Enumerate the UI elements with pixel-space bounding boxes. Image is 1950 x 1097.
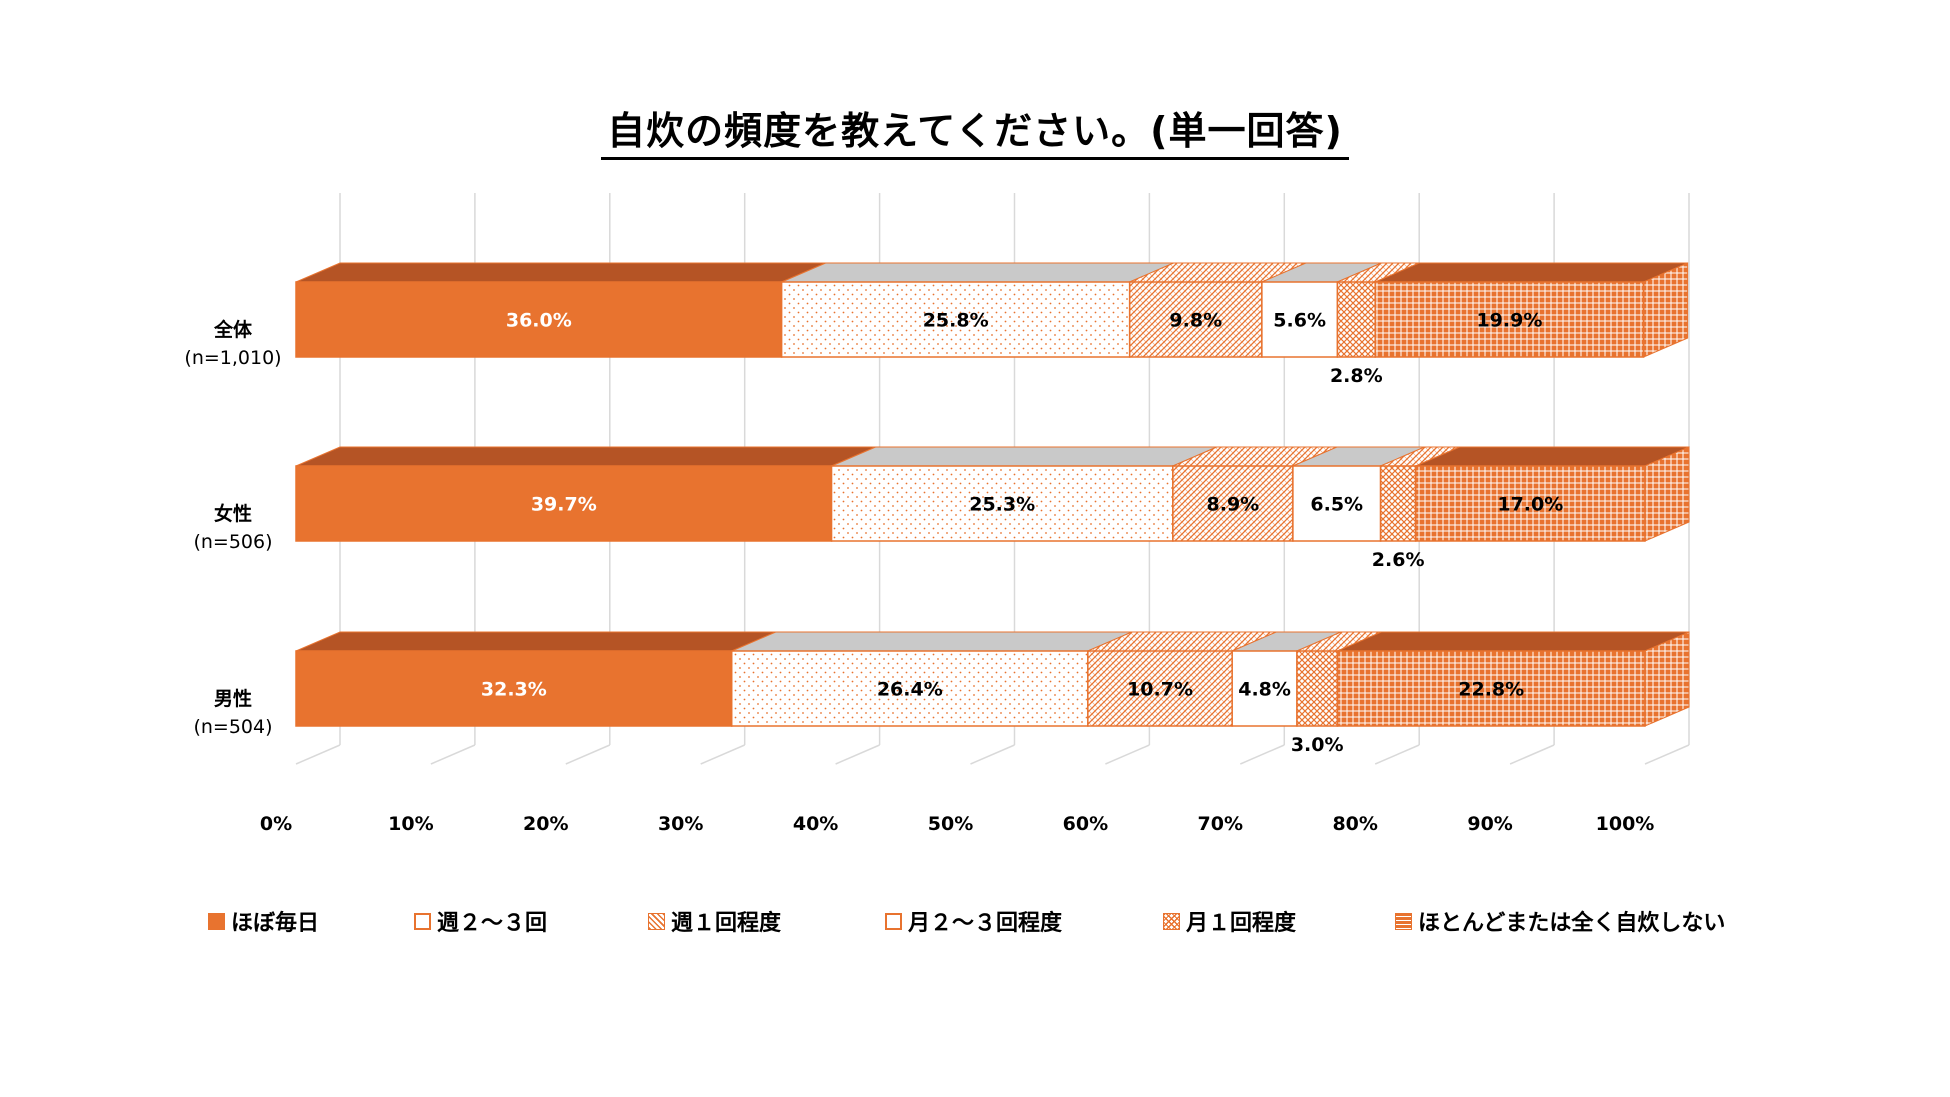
x-tick-label: 40% (793, 813, 838, 835)
bar-top-face (731, 631, 1133, 652)
x-tick-label: 80% (1332, 813, 1377, 835)
data-label: 25.3% (969, 494, 1035, 516)
bar-top-face (1375, 262, 1688, 283)
bar-segment (1379, 465, 1417, 542)
bar-segment (1374, 281, 1645, 358)
chart-title: 自炊の頻度を教えてください。(単一回答) (0, 100, 1950, 160)
x-tick-label: 30% (658, 813, 703, 835)
x-tick-label: 60% (1063, 813, 1108, 835)
data-label: 10.7% (1127, 679, 1193, 701)
bar-segment (1172, 465, 1294, 542)
bar-segment (1231, 650, 1298, 727)
bar-segment (295, 465, 833, 542)
data-label: 17.0% (1497, 494, 1563, 516)
category-label: 男性 (214, 687, 252, 710)
gridline-floor (700, 744, 745, 765)
bar-top-face (831, 446, 1218, 467)
gridline-floor (1644, 744, 1690, 765)
x-tick-label: 10% (388, 813, 433, 835)
legend-swatch (208, 912, 225, 930)
data-label: 5.6% (1273, 310, 1326, 332)
data-label: 25.8% (923, 310, 989, 332)
legend-label: 週１回程度 (671, 911, 782, 936)
bar-segment (730, 650, 1089, 727)
x-tick-label: 20% (523, 813, 568, 835)
data-label: 8.9% (1207, 494, 1260, 516)
gridline-floor (1374, 744, 1420, 765)
data-label: 2.8% (1330, 365, 1383, 387)
gridline-floor (430, 744, 476, 765)
legend-item: ほぼ毎日 (208, 905, 319, 937)
legend-swatch (1395, 912, 1412, 930)
legend-item: ほとんどまたは全く自炊しない (1395, 905, 1725, 937)
category-label: 女性 (214, 502, 252, 525)
chart-title-text: 自炊の頻度を教えてください。(単一回答) (601, 100, 1349, 160)
legend-swatch (1163, 912, 1180, 930)
gridline-floor (970, 744, 1015, 765)
bar-segment (1292, 465, 1382, 542)
bar-segment (295, 650, 733, 727)
gridline-floor (1105, 744, 1150, 765)
legend-item: 月１回程度 (1163, 905, 1296, 937)
data-label: 26.4% (877, 679, 943, 701)
bar-top-face (295, 262, 826, 283)
data-label: 39.7% (531, 494, 597, 516)
bar-group: 32.3% 26.4% 10.7% 4.8% 3.0% 22.8% (295, 631, 1690, 756)
category-sample-size: (n=504) (193, 716, 272, 738)
legend-item: 月２～３回程度 (885, 905, 1062, 937)
data-label: 19.9% (1476, 310, 1542, 332)
data-label: 3.0% (1291, 734, 1344, 756)
legend-label: 週２～３回 (437, 911, 548, 936)
legend-item: 週１回程度 (648, 905, 781, 937)
bar-top-face (781, 262, 1174, 283)
data-label: 22.8% (1458, 679, 1524, 701)
bar-segment (1336, 281, 1376, 358)
x-tick-label: 50% (928, 813, 973, 835)
legend-item: 週２～３回 (414, 905, 547, 937)
data-label: 2.6% (1372, 549, 1425, 571)
gridline-floor (835, 744, 880, 765)
data-label: 36.0% (506, 310, 572, 332)
legend-label: ほとんどまたは全く自炊しない (1418, 911, 1726, 936)
data-label: 6.5% (1310, 494, 1363, 516)
bar-segment (1261, 281, 1339, 358)
bar-top-face (1415, 446, 1690, 467)
gridline-floor (1509, 744, 1555, 765)
bar-segment (1128, 281, 1263, 358)
x-tick-label: 0% (260, 813, 292, 835)
category-sample-size: (n=1,010) (184, 347, 281, 369)
bar-segment (295, 281, 783, 358)
gridline-floor (565, 744, 611, 765)
data-label: 4.8% (1238, 679, 1291, 701)
category-sample-size: (n=506) (193, 531, 272, 553)
bar-segment (1087, 650, 1233, 727)
data-label: 9.8% (1169, 310, 1222, 332)
bar-segment (1336, 650, 1646, 727)
legend-label: ほぼ毎日 (231, 911, 320, 936)
data-label: 32.3% (481, 679, 547, 701)
x-tick-label: 90% (1467, 813, 1512, 835)
bar-group: 36.0% 25.8% 9.8% 5.6% 2.8% 19.9% (295, 262, 1689, 387)
category-label: 全体 (213, 318, 253, 341)
gridline-floor (295, 744, 341, 765)
legend-label: 月２～３回程度 (908, 911, 1063, 936)
bar-top-face (295, 631, 776, 652)
chart-legend: ほぼ毎日 週２～３回 週１回程度 月２～３回程度 月１回程度 ほとんどまたは全く自炊しない (0, 905, 1950, 945)
bar-segment (1414, 465, 1646, 542)
x-tick-label: 100% (1596, 813, 1655, 835)
legend-swatch (885, 912, 902, 930)
gridline-floor (1240, 744, 1285, 765)
legend-label: 月１回程度 (1186, 911, 1297, 936)
bar-segment (1296, 650, 1339, 727)
legend-swatch (648, 912, 665, 930)
bar-group: 39.7% 25.3% 8.9% 6.5% 2.6% 17.0% (295, 446, 1690, 571)
bar-top-face (295, 446, 876, 467)
x-tick-label: 70% (1198, 813, 1243, 835)
legend-swatch (414, 912, 431, 930)
bar-segment (830, 465, 1174, 542)
bar-top-face (1337, 631, 1690, 652)
